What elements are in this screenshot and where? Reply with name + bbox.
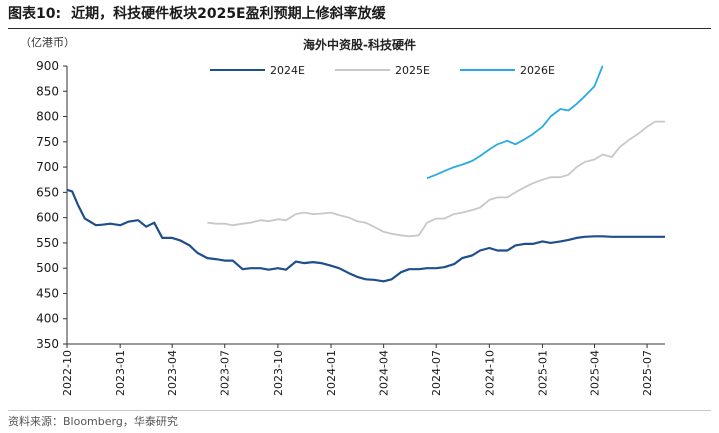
legend: 2024E 2025E 2026E bbox=[210, 64, 555, 77]
figure-title: 图表10: 近期，科技硬件板块2025E盈利预期上修斜率放缓 bbox=[8, 2, 711, 29]
x-tick-label: 2023-04 bbox=[166, 350, 179, 396]
y-tick-label: 850 bbox=[36, 84, 59, 98]
source-note: 资料来源：Bloomberg，华泰研究 bbox=[8, 410, 711, 433]
x-tick-label: 2022-10 bbox=[61, 350, 74, 396]
x-tick-label: 2024-01 bbox=[325, 350, 338, 396]
x-tick-label: 2025-07 bbox=[641, 350, 654, 396]
y-tick-label: 550 bbox=[36, 236, 59, 250]
y-tick-label: 700 bbox=[36, 160, 59, 174]
x-tick-label: 2025-01 bbox=[537, 350, 550, 396]
axes: 350 400 450 500 550 600 650 700 750 800 850 900 2022… bbox=[36, 59, 665, 396]
x-tick-label: 2024-07 bbox=[430, 350, 443, 396]
legend-label-2024e: 2024E bbox=[270, 64, 305, 77]
x-tick-label: 2024-10 bbox=[483, 350, 496, 396]
y-tick-label: 350 bbox=[36, 337, 59, 351]
figure-label: 图表10: bbox=[8, 6, 62, 22]
legend-label-2025e: 2025E bbox=[395, 64, 430, 77]
figure-title-text: 近期，科技硬件板块2025E盈利预期上修斜率放缓 bbox=[71, 6, 386, 22]
y-axis-unit: （亿港币） bbox=[20, 36, 75, 49]
y-tick-label: 750 bbox=[36, 135, 59, 149]
x-tick-label: 2024-04 bbox=[378, 350, 391, 396]
legend-label-2026e: 2026E bbox=[520, 64, 555, 77]
chart-title: 海外中资股-科技硬件 bbox=[303, 38, 416, 52]
y-tick-label: 900 bbox=[36, 59, 59, 73]
x-tick-label: 2023-10 bbox=[272, 350, 285, 396]
series-line-2026e bbox=[426, 65, 604, 180]
x-tick-label: 2023-07 bbox=[219, 350, 232, 396]
line-chart: 350 400 450 500 550 600 650 700 750 800 850 900 2022… bbox=[36, 59, 665, 396]
y-tick-label: 500 bbox=[36, 261, 59, 275]
y-tick-label: 800 bbox=[36, 110, 59, 124]
y-tick-label: 400 bbox=[36, 312, 59, 326]
y-tick-label: 600 bbox=[36, 211, 59, 225]
series-line-2024e bbox=[66, 188, 665, 283]
y-tick-label: 450 bbox=[36, 286, 59, 300]
y-tick-label: 650 bbox=[36, 185, 59, 199]
x-tick-label: 2023-01 bbox=[114, 350, 127, 396]
series-layer bbox=[66, 65, 665, 283]
x-tick-label: 2025-04 bbox=[589, 350, 602, 396]
series-line-2025e bbox=[207, 120, 665, 238]
